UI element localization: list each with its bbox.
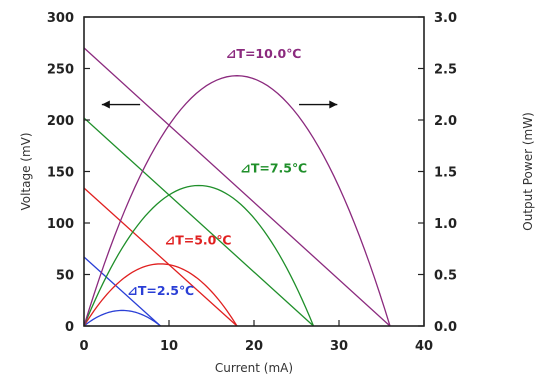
y-left-tick-label: 250 <box>47 63 74 78</box>
y-right-tick-label: 2.0 <box>434 114 457 129</box>
series-label-3: ⊿T=7.5℃ <box>240 161 307 176</box>
x-tick-label: 20 <box>245 339 263 354</box>
series-label-4: ⊿T=10.0℃ <box>226 46 301 61</box>
left-arrow <box>101 100 141 109</box>
y-right-tick-label: 0.5 <box>434 269 457 284</box>
ticks-layer: 0 10 20 30 40 0 50 100 150 200 250 300 0.0 0.5 1.0 1.5 2… <box>47 11 457 354</box>
x-tick-label: 0 <box>79 339 88 354</box>
y-left-tick-label: 300 <box>47 11 74 26</box>
y-right-tick-label: 2.5 <box>434 63 457 78</box>
arrows-layer <box>101 100 338 109</box>
x-tick-label: 30 <box>330 339 348 354</box>
y-axis-right-title: Output Power (mW) <box>521 112 535 231</box>
y-right-tick-label: 1.0 <box>434 217 457 232</box>
x-tick-label: 10 <box>160 339 178 354</box>
y-left-tick-label: 50 <box>56 269 74 284</box>
right-arrow <box>299 100 338 109</box>
power-curve-4 <box>83 75 391 327</box>
y-left-tick-label: 0 <box>65 320 74 335</box>
y-right-tick-label: 3.0 <box>434 11 457 26</box>
y-left-tick-label: 150 <box>47 166 74 181</box>
series-layer <box>83 47 391 327</box>
y-axis-left-title: Voltage (mV) <box>19 132 33 210</box>
x-axis-title: Current (mA) <box>215 361 293 375</box>
y-left-tick-label: 200 <box>47 114 74 129</box>
voltage-line-3 <box>83 117 314 327</box>
voltage-line-2 <box>83 187 238 327</box>
voltage-line-4 <box>83 47 391 327</box>
power-curve-2 <box>83 263 238 327</box>
series-label-1: ⊿T=2.5℃ <box>127 283 194 298</box>
y-right-tick-label: 0.0 <box>434 320 457 335</box>
power-curve-3 <box>83 184 315 327</box>
x-tick-label: 40 <box>415 339 433 354</box>
y-right-tick-label: 1.5 <box>434 166 457 181</box>
series-label-2: ⊿T=5.0℃ <box>165 233 232 248</box>
voltage-line-1 <box>83 256 161 327</box>
labels-layer: ⊿T=2.5℃ ⊿T=5.0℃ ⊿T=7.5℃ ⊿T=10.0℃ <box>127 46 307 298</box>
power-curve-1 <box>83 309 161 327</box>
y-left-tick-label: 100 <box>47 217 74 232</box>
